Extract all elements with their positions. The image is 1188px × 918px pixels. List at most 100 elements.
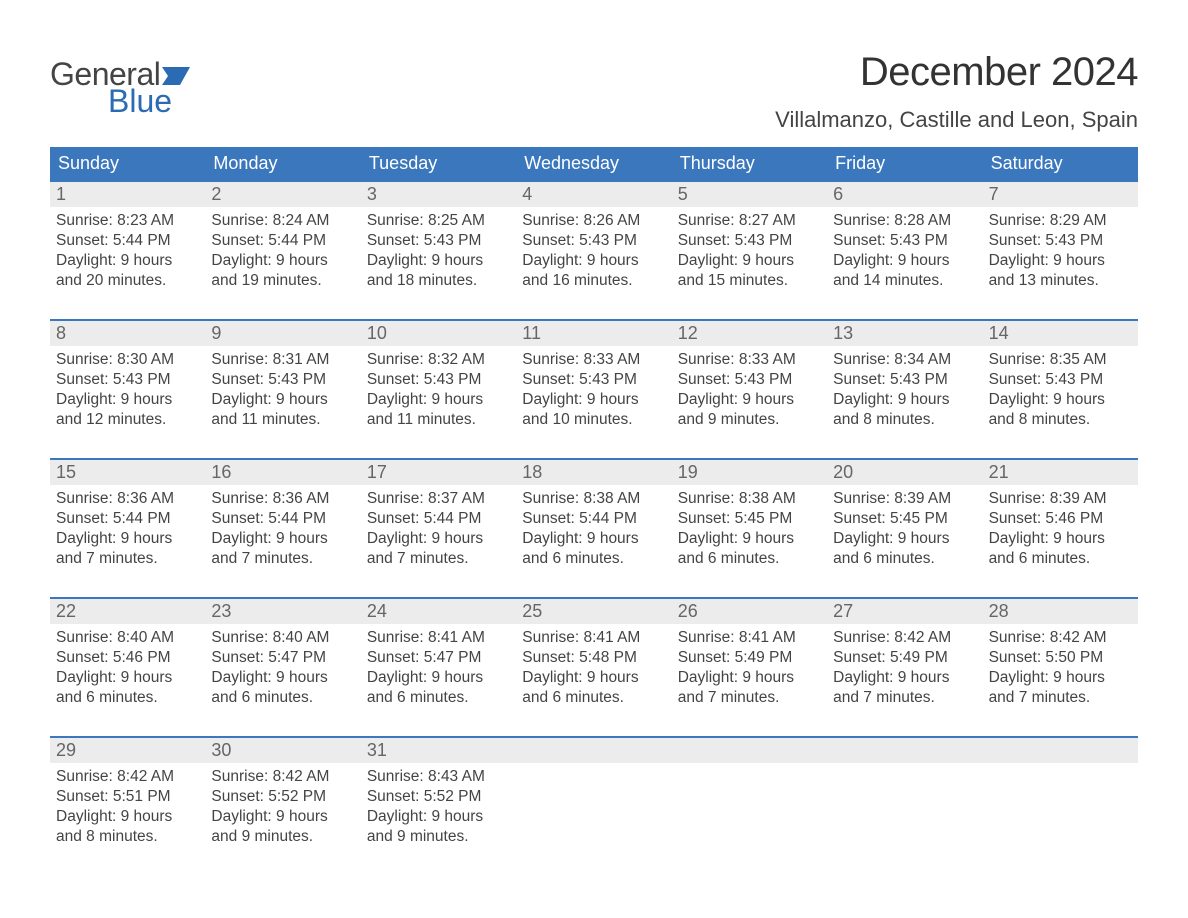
- day-number: 7: [983, 182, 1138, 207]
- daylight-line-2: and 18 minutes.: [367, 271, 510, 291]
- sunset-line: Sunset: 5:47 PM: [367, 648, 510, 668]
- daylight-line-1: Daylight: 9 hours: [522, 390, 665, 410]
- daylight-line-1: Daylight: 9 hours: [56, 390, 199, 410]
- sunrise-line: Sunrise: 8:42 AM: [211, 767, 354, 787]
- sunset-line: Sunset: 5:43 PM: [833, 370, 976, 390]
- page-header: General Blue December 2024 Villalmanzo, …: [50, 50, 1138, 133]
- sunrise-line: Sunrise: 8:31 AM: [211, 350, 354, 370]
- daylight-line-1: Daylight: 9 hours: [989, 390, 1132, 410]
- day-number: 11: [516, 321, 671, 346]
- sunset-line: Sunset: 5:52 PM: [367, 787, 510, 807]
- daylight-line-1: Daylight: 9 hours: [522, 668, 665, 688]
- daylight-line-2: and 6 minutes.: [522, 688, 665, 708]
- sunrise-line: Sunrise: 8:40 AM: [56, 628, 199, 648]
- month-title: December 2024: [775, 50, 1138, 95]
- sunrise-line: Sunrise: 8:29 AM: [989, 211, 1132, 231]
- daylight-line-2: and 7 minutes.: [211, 549, 354, 569]
- day-number: [516, 738, 671, 763]
- sunrise-line: Sunrise: 8:32 AM: [367, 350, 510, 370]
- sunrise-line: Sunrise: 8:42 AM: [56, 767, 199, 787]
- daylight-line-2: and 9 minutes.: [211, 827, 354, 847]
- sunrise-line: Sunrise: 8:42 AM: [833, 628, 976, 648]
- daylight-line-1: Daylight: 9 hours: [211, 251, 354, 271]
- daylight-line-1: Daylight: 9 hours: [522, 529, 665, 549]
- sunrise-line: Sunrise: 8:34 AM: [833, 350, 976, 370]
- daylight-line-2: and 7 minutes.: [367, 549, 510, 569]
- day-number: 17: [361, 460, 516, 485]
- weekday-header-row: Sunday Monday Tuesday Wednesday Thursday…: [50, 147, 1138, 180]
- daylight-line-1: Daylight: 9 hours: [56, 807, 199, 827]
- sunset-line: Sunset: 5:43 PM: [211, 370, 354, 390]
- daylight-line-2: and 7 minutes.: [989, 688, 1132, 708]
- daylight-line-2: and 9 minutes.: [678, 410, 821, 430]
- daylight-line-2: and 8 minutes.: [833, 410, 976, 430]
- daylight-line-1: Daylight: 9 hours: [367, 668, 510, 688]
- sunset-line: Sunset: 5:45 PM: [833, 509, 976, 529]
- daylight-line-2: and 7 minutes.: [678, 688, 821, 708]
- daylight-line-1: Daylight: 9 hours: [989, 251, 1132, 271]
- daylight-line-1: Daylight: 9 hours: [211, 529, 354, 549]
- day-number: 25: [516, 599, 671, 624]
- daylight-line-2: and 6 minutes.: [211, 688, 354, 708]
- sunset-line: Sunset: 5:51 PM: [56, 787, 199, 807]
- day-cell: Sunrise: 8:27 AMSunset: 5:43 PMDaylight:…: [672, 207, 827, 303]
- daynum-row: 293031: [50, 738, 1138, 763]
- day-cell: Sunrise: 8:26 AMSunset: 5:43 PMDaylight:…: [516, 207, 671, 303]
- daylight-line-1: Daylight: 9 hours: [833, 251, 976, 271]
- sunrise-line: Sunrise: 8:41 AM: [678, 628, 821, 648]
- day-number: [983, 738, 1138, 763]
- day-number: [827, 738, 982, 763]
- sunset-line: Sunset: 5:49 PM: [833, 648, 976, 668]
- daylight-line-1: Daylight: 9 hours: [56, 529, 199, 549]
- daylight-line-2: and 14 minutes.: [833, 271, 976, 291]
- sunrise-line: Sunrise: 8:33 AM: [678, 350, 821, 370]
- day-number: 13: [827, 321, 982, 346]
- day-cell: Sunrise: 8:40 AMSunset: 5:47 PMDaylight:…: [205, 624, 360, 720]
- day-number: 20: [827, 460, 982, 485]
- daylight-line-1: Daylight: 9 hours: [211, 807, 354, 827]
- day-cell: Sunrise: 8:41 AMSunset: 5:48 PMDaylight:…: [516, 624, 671, 720]
- day-cell: [827, 763, 982, 859]
- day-cell: Sunrise: 8:28 AMSunset: 5:43 PMDaylight:…: [827, 207, 982, 303]
- daylight-line-1: Daylight: 9 hours: [211, 668, 354, 688]
- sunset-line: Sunset: 5:50 PM: [989, 648, 1132, 668]
- day-cell: Sunrise: 8:24 AMSunset: 5:44 PMDaylight:…: [205, 207, 360, 303]
- day-cell: Sunrise: 8:41 AMSunset: 5:47 PMDaylight:…: [361, 624, 516, 720]
- daynum-row: 891011121314: [50, 321, 1138, 346]
- sunrise-line: Sunrise: 8:41 AM: [367, 628, 510, 648]
- daylight-line-2: and 12 minutes.: [56, 410, 199, 430]
- sunset-line: Sunset: 5:43 PM: [678, 231, 821, 251]
- daylight-line-1: Daylight: 9 hours: [367, 807, 510, 827]
- daylight-line-2: and 15 minutes.: [678, 271, 821, 291]
- day-number: 30: [205, 738, 360, 763]
- sunrise-line: Sunrise: 8:38 AM: [522, 489, 665, 509]
- day-number: 9: [205, 321, 360, 346]
- day-number: [672, 738, 827, 763]
- sunset-line: Sunset: 5:43 PM: [989, 370, 1132, 390]
- daylight-line-2: and 6 minutes.: [833, 549, 976, 569]
- day-number: 29: [50, 738, 205, 763]
- day-cell: Sunrise: 8:42 AMSunset: 5:51 PMDaylight:…: [50, 763, 205, 859]
- sunrise-line: Sunrise: 8:36 AM: [56, 489, 199, 509]
- day-number: 18: [516, 460, 671, 485]
- daylight-line-1: Daylight: 9 hours: [833, 529, 976, 549]
- day-cell: Sunrise: 8:39 AMSunset: 5:45 PMDaylight:…: [827, 485, 982, 581]
- daylight-line-2: and 7 minutes.: [56, 549, 199, 569]
- daylight-line-1: Daylight: 9 hours: [367, 529, 510, 549]
- calendar-week: 293031Sunrise: 8:42 AMSunset: 5:51 PMDay…: [50, 736, 1138, 859]
- day-cell: Sunrise: 8:36 AMSunset: 5:44 PMDaylight:…: [205, 485, 360, 581]
- day-cell: Sunrise: 8:37 AMSunset: 5:44 PMDaylight:…: [361, 485, 516, 581]
- sunset-line: Sunset: 5:49 PM: [678, 648, 821, 668]
- day-number: 10: [361, 321, 516, 346]
- day-cell: [672, 763, 827, 859]
- day-number: 28: [983, 599, 1138, 624]
- sunrise-line: Sunrise: 8:27 AM: [678, 211, 821, 231]
- calendar: Sunday Monday Tuesday Wednesday Thursday…: [50, 147, 1138, 859]
- day-number: 23: [205, 599, 360, 624]
- day-cell: Sunrise: 8:42 AMSunset: 5:49 PMDaylight:…: [827, 624, 982, 720]
- logo: General Blue: [50, 56, 190, 120]
- daylight-line-1: Daylight: 9 hours: [678, 668, 821, 688]
- sunset-line: Sunset: 5:44 PM: [211, 509, 354, 529]
- sunset-line: Sunset: 5:52 PM: [211, 787, 354, 807]
- daylight-line-2: and 6 minutes.: [678, 549, 821, 569]
